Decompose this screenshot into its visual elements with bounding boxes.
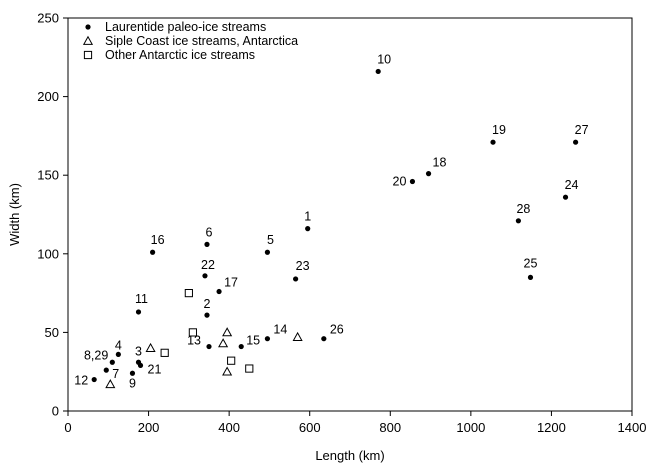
point-label: 17 <box>224 276 238 290</box>
point-marker <box>490 139 496 145</box>
point-marker <box>222 327 233 337</box>
point-marker <box>292 331 303 341</box>
plot-frame <box>67 17 633 412</box>
legend-label-other-antarctic: Other Antarctic ice streams <box>105 48 255 62</box>
point-marker <box>105 379 116 389</box>
point-marker <box>515 218 521 224</box>
point-label: 27 <box>575 123 589 137</box>
point-marker <box>573 139 579 145</box>
point-label: 25 <box>524 256 538 270</box>
x-axis-title: Length (km) <box>315 448 384 463</box>
point-marker <box>135 309 142 315</box>
series-3 <box>160 289 254 373</box>
point-marker <box>202 273 208 279</box>
point-marker <box>409 178 416 185</box>
point-label: 20 <box>393 174 407 188</box>
point-marker <box>375 68 381 75</box>
point-marker <box>245 364 254 373</box>
y-axis-title: Width (km) <box>7 183 22 246</box>
point-marker <box>527 274 534 280</box>
point-marker <box>227 356 236 365</box>
y-tick-label: 250 <box>37 11 59 26</box>
point-label: 12 <box>74 374 88 388</box>
point-label: 28 <box>516 202 530 216</box>
legend-marker <box>82 35 94 45</box>
point-marker <box>150 249 156 255</box>
point-marker <box>321 336 327 342</box>
point-label: 19 <box>492 123 506 137</box>
y-tick-label: 200 <box>37 89 59 104</box>
point-marker <box>264 336 271 342</box>
point-label: 5 <box>267 233 274 247</box>
point-marker <box>238 343 244 350</box>
point-label: 4 <box>115 338 122 352</box>
point-label: 9 <box>129 376 136 390</box>
legend-marker <box>85 24 91 30</box>
legend: Laurentide paleo-ice streams Siple Coast… <box>82 20 298 62</box>
point-label: 15 <box>246 334 260 348</box>
point-label: 10 <box>377 52 391 66</box>
y-tick-label: 150 <box>37 168 59 183</box>
point-label: 14 <box>273 323 287 337</box>
x-tick-label: 1400 <box>618 420 647 435</box>
point-marker <box>264 249 271 255</box>
point-marker <box>145 342 156 352</box>
point-marker <box>129 370 136 376</box>
y-tick-label: 0 <box>52 404 59 419</box>
point-marker <box>293 276 299 282</box>
series-2 <box>105 327 303 389</box>
point-label: 3 <box>135 344 142 358</box>
point-marker <box>184 289 193 298</box>
x-tick-label: 800 <box>379 420 401 435</box>
point-label: 18 <box>433 156 447 170</box>
point-label: 7 <box>112 367 119 381</box>
point-marker <box>305 226 311 232</box>
point-marker <box>204 312 210 318</box>
point-marker <box>204 241 210 247</box>
tick-labels: 0 200 400 600 800 1000 1200 1400 0 50 100 150 200 250 <box>37 11 646 436</box>
point-label: 24 <box>565 178 579 192</box>
point-marker <box>160 348 169 357</box>
y-tick-label: 100 <box>37 246 59 261</box>
point-marker <box>218 338 229 348</box>
point-label: 16 <box>151 233 165 247</box>
point-marker <box>188 328 197 337</box>
point-marker <box>216 288 222 295</box>
point-marker <box>109 359 115 365</box>
point-label: 23 <box>296 259 310 273</box>
point-marker <box>562 194 569 200</box>
point-marker <box>425 171 432 177</box>
x-tick-label: 400 <box>218 420 240 435</box>
point-marker <box>91 376 97 383</box>
point-label: 13 <box>187 334 201 348</box>
point-label: 26 <box>330 323 344 337</box>
axes <box>63 17 633 416</box>
point-marker <box>222 366 233 376</box>
point-marker <box>206 343 212 350</box>
legend-label-siple-coast: Siple Coast ice streams, Antarctica <box>105 34 298 48</box>
point-label: 11 <box>135 292 148 306</box>
point-label: 8,29 <box>84 348 108 362</box>
x-tick-label: 600 <box>299 420 321 435</box>
x-tick-label: 1000 <box>456 420 485 435</box>
point-marker <box>115 351 121 358</box>
y-tick-label: 50 <box>45 325 59 340</box>
x-tick-label: 200 <box>138 420 160 435</box>
legend-label-laurentide: Laurentide paleo-ice streams <box>105 20 266 34</box>
point-label: 2 <box>204 297 211 311</box>
point-label: 21 <box>148 362 162 376</box>
point-label: 1 <box>304 210 311 224</box>
legend-marker <box>83 50 93 60</box>
point-label: 22 <box>201 258 215 272</box>
point-marker <box>103 367 109 373</box>
point-label: 6 <box>206 225 213 239</box>
x-tick-label: 0 <box>64 420 71 435</box>
x-tick-label: 1200 <box>537 420 566 435</box>
point-marker <box>137 362 144 369</box>
